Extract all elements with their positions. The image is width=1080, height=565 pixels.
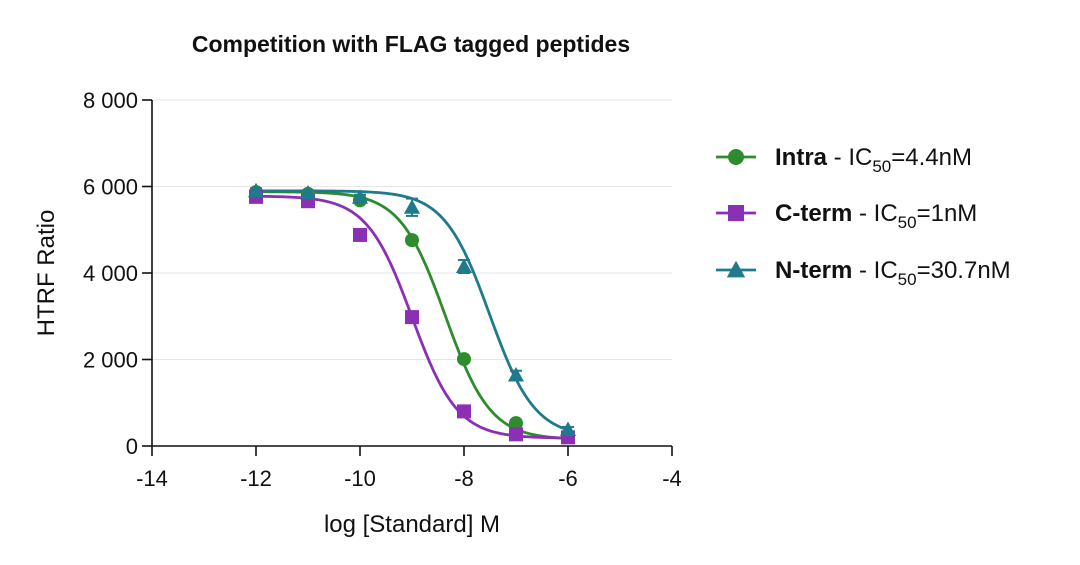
data-point [351, 189, 369, 204]
legend-marker [726, 260, 746, 278]
data-point [457, 352, 471, 367]
x-tick-label: -12 [240, 466, 272, 491]
legend-label: N-term - IC50=30.7nM [775, 257, 1011, 289]
y-tick-label: 4 000 [83, 261, 138, 286]
chart-title: Competition with FLAG tagged peptides [192, 31, 630, 57]
legend-marker [728, 149, 744, 165]
legend-ic50-value: =1nM [917, 200, 978, 227]
x-tick-label: -4 [662, 466, 682, 491]
data-point [405, 233, 419, 248]
legend-ic50-value: =30.7nM [917, 257, 1011, 284]
data-point [299, 184, 317, 200]
legend-item-n-term: N-term - IC50=30.7nM [716, 257, 1011, 289]
y-tick-label: 8 000 [83, 88, 138, 113]
data-point [247, 182, 265, 198]
data-point [403, 199, 421, 214]
x-tick-label: -6 [558, 466, 578, 491]
legend-series-name: Intra [775, 144, 828, 171]
x-tick-label: -14 [136, 466, 168, 491]
points [247, 182, 577, 445]
data-point [457, 404, 471, 419]
legend-subscript: 50 [898, 213, 917, 232]
legend-item-intra: Intra - IC50=4.4nM [716, 144, 972, 176]
data-point [455, 258, 473, 273]
y-axis-title: HTRF Ratio [33, 210, 60, 337]
series-c-term [249, 189, 575, 445]
legend-separator: - IC [852, 257, 897, 284]
legend-series-name: C-term [775, 200, 852, 227]
data-point [405, 310, 419, 325]
legend-label: C-term - IC50=1nM [775, 200, 977, 232]
y-tick-label: 0 [126, 434, 138, 459]
data-point [509, 427, 523, 442]
legend-subscript: 50 [872, 157, 891, 176]
grid [152, 99, 672, 360]
legend-subscript: 50 [898, 270, 917, 289]
data-point [353, 227, 367, 242]
data-point [507, 367, 525, 382]
legend-series-name: N-term [775, 257, 852, 284]
data-point [509, 416, 523, 431]
legend-item-c-term: C-term - IC50=1nM [716, 200, 977, 232]
legend-marker [728, 205, 744, 221]
axes: 0 2 000 4 000 6 000 8 000 -14 -12 -10 -8 -6 -4 [83, 88, 682, 491]
x-axis-title: log [Standard] M [324, 511, 500, 538]
data-point [559, 421, 577, 437]
legend-ic50-value: =4.4nM [891, 144, 972, 171]
series-n-term [247, 182, 577, 437]
legend-label: Intra - IC50=4.4nM [775, 144, 972, 176]
y-tick-label: 6 000 [83, 175, 138, 200]
x-tick-label: -10 [344, 466, 376, 491]
y-tick-label: 2 000 [83, 348, 138, 373]
x-tick-label: -8 [454, 466, 474, 491]
legend-separator: - IC [852, 200, 897, 227]
legend-separator: - IC [827, 144, 872, 171]
